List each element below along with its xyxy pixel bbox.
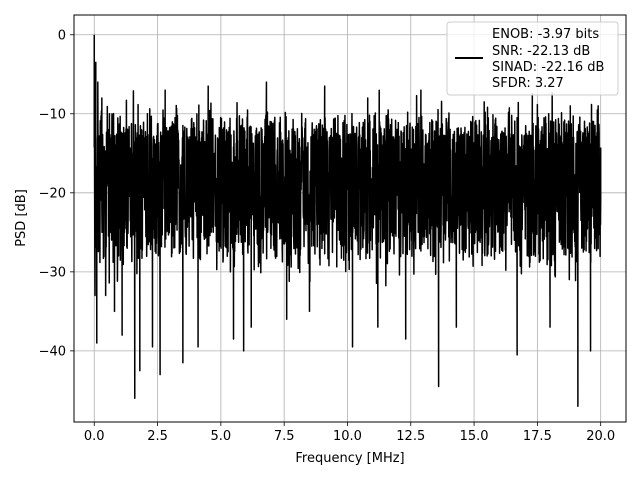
- axes-frame: [73, 14, 627, 423]
- x-tick-label: 17.5: [523, 429, 552, 444]
- x-tick-label: 5.0: [211, 429, 232, 444]
- x-tick-label: 12.5: [396, 429, 425, 444]
- legend-line-sinad: SINAD: -22.16 dB: [492, 60, 604, 75]
- legend-box: [446, 21, 619, 96]
- x-tick-label: 20.0: [586, 429, 615, 444]
- x-tick-label: 15.0: [460, 429, 489, 444]
- y-tick-label: −30: [39, 265, 66, 280]
- legend-line-enob: ENOB: -3.97 bits: [492, 27, 599, 42]
- x-ticks: 0.0 2.5 5.0 7.5 10.0 12.5 15.0 17.5 20.0: [84, 422, 615, 444]
- y-axis-label: PSD [dB]: [14, 189, 29, 247]
- psd-trace-group: [93, 34, 602, 407]
- y-tick-label: 0: [58, 28, 66, 43]
- x-tick-label: 2.5: [147, 429, 168, 444]
- y-tick-label: −40: [39, 344, 66, 359]
- y-ticks: 0 −10 −20 −30 −40: [39, 28, 74, 359]
- legend: ENOB: -3.97 bits SNR: -22.13 dB SINAD: -…: [446, 21, 619, 96]
- x-tick-label: 10.0: [333, 429, 362, 444]
- y-tick-label: −10: [39, 107, 66, 122]
- y-tick-label: −20: [39, 186, 66, 201]
- x-axis-label: Frequency [MHz]: [295, 451, 404, 466]
- x-tick-label: 7.5: [274, 429, 295, 444]
- psd-series-line: [93, 34, 602, 407]
- legend-line-sfdr: SFDR: 3.27: [492, 76, 564, 91]
- x-tick-label: 0.0: [84, 429, 105, 444]
- legend-line-snr: SNR: -22.13 dB: [492, 44, 590, 59]
